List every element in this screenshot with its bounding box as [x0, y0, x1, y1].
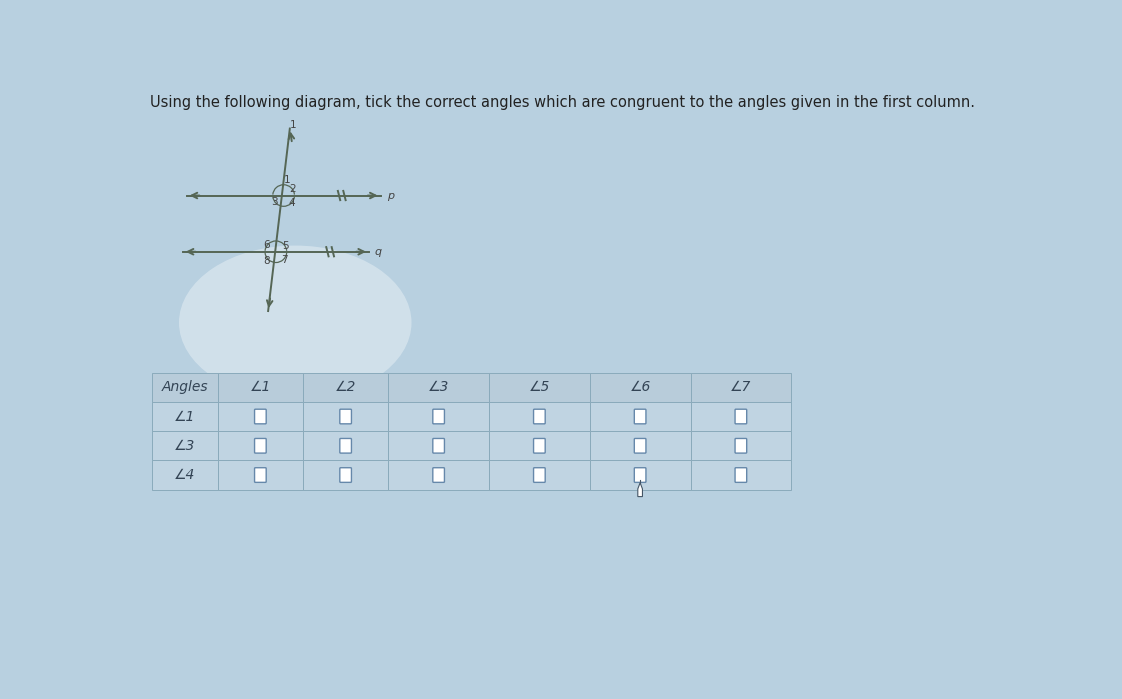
Text: p: p	[387, 191, 395, 201]
Text: Using the following diagram, tick the correct angles which are congruent to the : Using the following diagram, tick the co…	[149, 96, 975, 110]
Text: 8: 8	[264, 256, 270, 266]
Bar	[388, 373, 489, 402]
Bar	[218, 431, 303, 461]
Text: 6: 6	[264, 240, 270, 250]
Text: ∠5: ∠5	[528, 380, 550, 394]
Bar	[590, 461, 690, 490]
Bar	[690, 373, 791, 402]
Text: ∠3: ∠3	[174, 439, 195, 453]
FancyBboxPatch shape	[433, 409, 444, 424]
Bar	[303, 373, 388, 402]
FancyBboxPatch shape	[634, 438, 646, 453]
Text: 7: 7	[282, 255, 287, 265]
Bar	[590, 373, 690, 402]
Text: q: q	[375, 247, 381, 257]
Bar	[489, 431, 590, 461]
Bar	[303, 402, 388, 431]
Text: ∠1: ∠1	[174, 410, 195, 424]
Bar	[388, 461, 489, 490]
Text: 1: 1	[284, 175, 291, 185]
FancyBboxPatch shape	[433, 438, 444, 453]
FancyBboxPatch shape	[735, 468, 746, 482]
Text: ∠4: ∠4	[174, 468, 195, 482]
FancyBboxPatch shape	[255, 468, 266, 482]
Bar	[388, 402, 489, 431]
FancyBboxPatch shape	[255, 409, 266, 424]
FancyBboxPatch shape	[534, 468, 545, 482]
Bar	[151, 431, 218, 461]
Text: Angles: Angles	[162, 380, 208, 394]
FancyBboxPatch shape	[735, 409, 746, 424]
Text: ∠1: ∠1	[250, 380, 272, 394]
Bar	[218, 373, 303, 402]
Bar	[388, 431, 489, 461]
Bar	[489, 402, 590, 431]
Bar	[489, 461, 590, 490]
FancyBboxPatch shape	[340, 438, 351, 453]
FancyBboxPatch shape	[255, 438, 266, 453]
Bar	[151, 402, 218, 431]
FancyBboxPatch shape	[340, 468, 351, 482]
FancyBboxPatch shape	[735, 438, 746, 453]
Text: ∠6: ∠6	[629, 380, 651, 394]
Bar	[690, 431, 791, 461]
Bar	[303, 431, 388, 461]
Polygon shape	[637, 483, 643, 496]
FancyBboxPatch shape	[340, 409, 351, 424]
FancyBboxPatch shape	[534, 438, 545, 453]
Text: 1: 1	[289, 120, 296, 130]
Ellipse shape	[180, 245, 412, 400]
FancyBboxPatch shape	[634, 409, 646, 424]
Bar	[151, 373, 218, 402]
Bar	[590, 402, 690, 431]
Text: 3: 3	[272, 197, 277, 208]
Text: 2: 2	[289, 185, 296, 194]
Text: ∠7: ∠7	[730, 380, 752, 394]
Bar	[151, 461, 218, 490]
Bar	[690, 461, 791, 490]
Bar	[218, 461, 303, 490]
Text: 5: 5	[282, 240, 288, 250]
Text: 4: 4	[288, 199, 295, 208]
Bar	[690, 402, 791, 431]
Bar	[590, 431, 690, 461]
Bar	[489, 373, 590, 402]
Text: ∠3: ∠3	[427, 380, 449, 394]
FancyBboxPatch shape	[433, 468, 444, 482]
Bar	[303, 461, 388, 490]
FancyBboxPatch shape	[534, 409, 545, 424]
Bar	[218, 402, 303, 431]
FancyBboxPatch shape	[634, 468, 646, 482]
Text: ∠2: ∠2	[335, 380, 357, 394]
